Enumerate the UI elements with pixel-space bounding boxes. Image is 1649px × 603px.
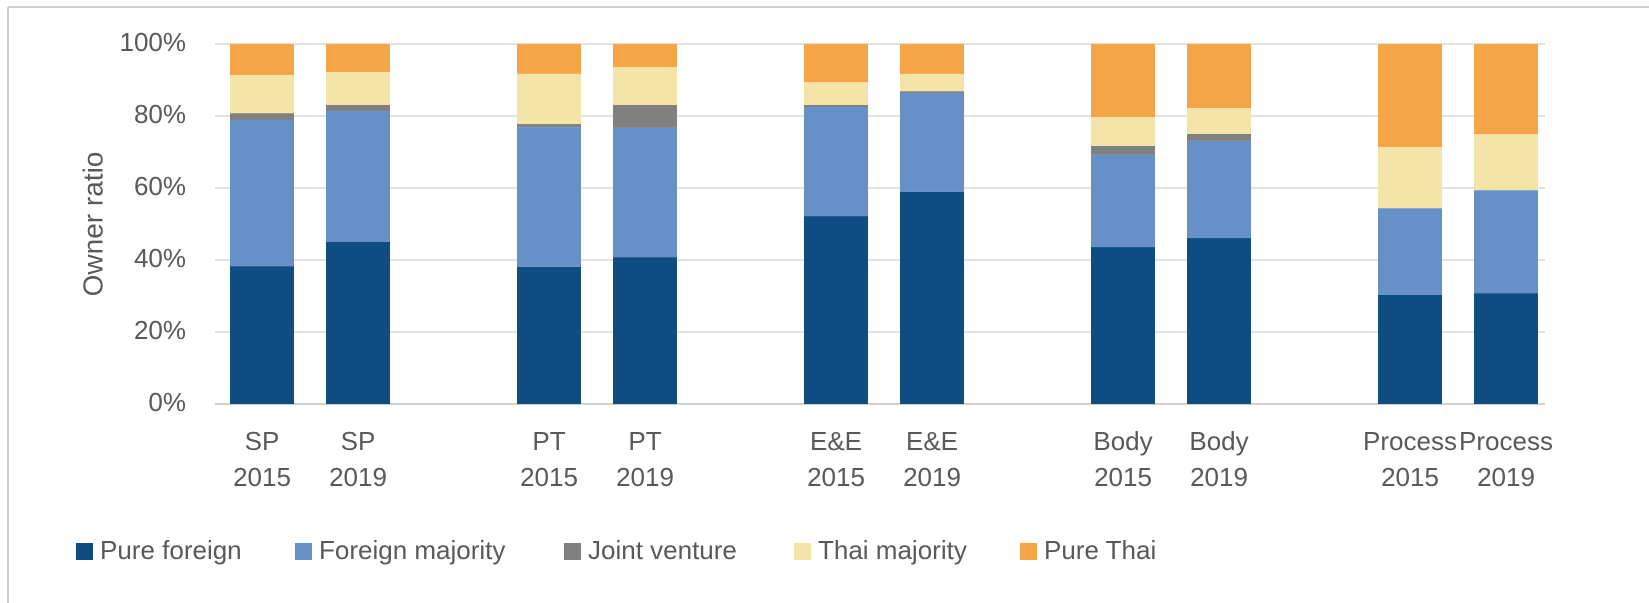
legend-swatch (76, 543, 93, 560)
bar-segment (804, 107, 868, 217)
bar-segment (1378, 208, 1442, 295)
bar-segment (613, 257, 677, 404)
bar-segment (517, 73, 581, 124)
bar-segment (1091, 145, 1155, 155)
bar-segment (613, 67, 677, 105)
x-tick-label: PT 2019 (616, 426, 674, 492)
bar-segment (230, 119, 294, 267)
bar-segment (1187, 140, 1251, 239)
x-tick-label: Process 2019 (1459, 426, 1553, 492)
bar-segment (613, 44, 677, 68)
bar-segment (230, 266, 294, 404)
legend-label: Joint venture (588, 535, 737, 565)
bar-segment (613, 104, 677, 128)
bar-segment (1378, 44, 1442, 147)
bar-segment (517, 44, 581, 74)
y-axis-label: Owner ratio (77, 152, 108, 297)
bar-segment (804, 104, 868, 107)
bar-segment (900, 91, 964, 93)
bar-segment (804, 82, 868, 105)
bar-segment (1091, 117, 1155, 146)
bar-segment (517, 127, 581, 267)
bar-segment (1474, 44, 1538, 134)
bar-segment (613, 127, 677, 258)
bar-segment (326, 44, 390, 73)
bar-segment (517, 123, 581, 128)
bar-segment (230, 44, 294, 75)
y-tick-label: 80% (134, 99, 186, 129)
x-tick-label: Body 2015 (1093, 426, 1152, 492)
y-tick-label: 0% (148, 387, 186, 417)
bar-segment (900, 44, 964, 74)
legend-label: Foreign majority (319, 535, 505, 565)
bar-segment (804, 216, 868, 404)
bar-segment (1474, 134, 1538, 191)
bar-segment (900, 191, 964, 404)
x-tick-label: E&E 2015 (807, 426, 865, 492)
legend-swatch (564, 543, 581, 560)
bar-segment (1091, 44, 1155, 118)
y-tick-label: 20% (134, 315, 186, 345)
bar-segment (1187, 238, 1251, 404)
bar-segment (517, 266, 581, 404)
bar-segment (804, 44, 868, 83)
y-tick-label: 60% (134, 171, 186, 201)
bar-segment (326, 110, 390, 243)
x-tick-label: Body 2019 (1189, 426, 1248, 492)
bar-segment (326, 242, 390, 404)
bar-segment (230, 74, 294, 114)
x-tick-label: Process 2015 (1363, 426, 1457, 492)
bar-segment (326, 104, 390, 111)
x-tick-label: SP 2015 (233, 426, 291, 492)
legend-label: Pure Thai (1044, 535, 1156, 565)
bar-segment (230, 113, 294, 120)
bar-segment (1378, 146, 1442, 209)
x-tick-label: E&E 2019 (903, 426, 961, 492)
legend-label: Thai majority (818, 535, 967, 565)
bar-segment (900, 73, 964, 92)
x-tick-label: PT 2015 (520, 426, 578, 492)
x-tick-label: SP 2019 (329, 426, 387, 492)
bar-segment (1474, 293, 1538, 404)
y-tick-label: 40% (134, 243, 186, 273)
bar-segment (900, 92, 964, 192)
legend-swatch (295, 543, 312, 560)
bar-segment (326, 72, 390, 105)
bar-segment (1091, 154, 1155, 248)
bar-segment (1187, 44, 1251, 109)
bar-segment (1378, 294, 1442, 404)
bar-segment (1187, 108, 1251, 134)
y-tick-label: 100% (120, 27, 187, 57)
legend-swatch (794, 543, 811, 560)
legend-label: Pure foreign (100, 535, 242, 565)
bar-segment (1187, 134, 1251, 141)
bar-segment (1474, 190, 1538, 294)
legend-swatch (1020, 543, 1037, 560)
bar-segment (1091, 247, 1155, 404)
